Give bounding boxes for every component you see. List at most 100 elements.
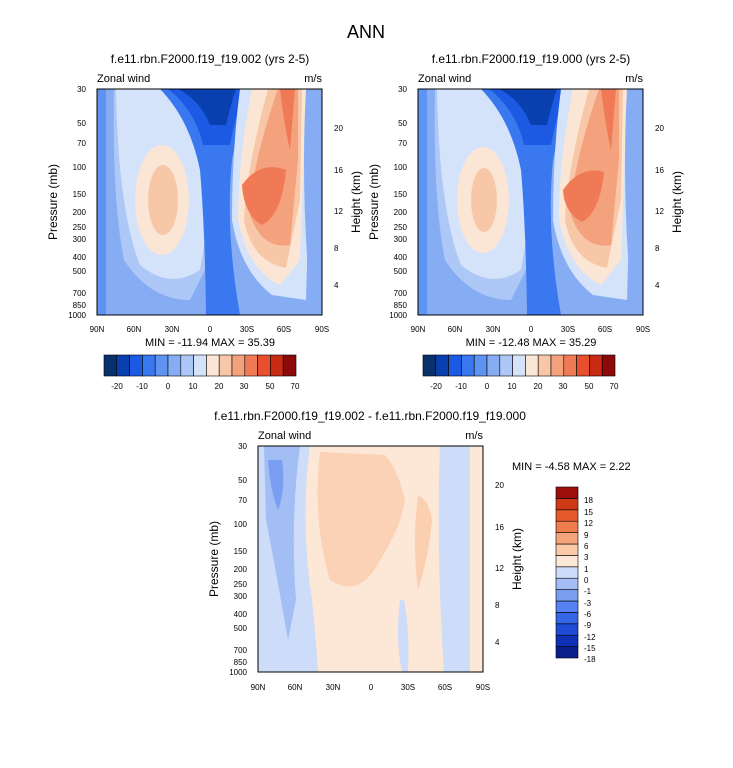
panel-2: f.e11.rbn.F2000.f19_f19.000 (yrs 2-5) Zo…	[367, 52, 684, 391]
y-tick-label: 1000	[229, 668, 247, 677]
y-tick-label: 100	[73, 163, 87, 172]
y-tick-label: 400	[234, 610, 248, 619]
panel-1-units: m/s	[304, 73, 322, 85]
x-tick-label: 60N	[127, 325, 142, 334]
y-tick-label: 200	[73, 208, 87, 217]
colorbar-swatch	[116, 354, 130, 377]
colorbar-swatch	[499, 354, 513, 377]
height-tick-label: 20	[655, 124, 664, 133]
colorbar-label: -9	[584, 621, 592, 630]
colorbar-swatch	[180, 354, 194, 377]
panel-2-left-label: Zonal wind	[418, 73, 471, 85]
x-tick-label: 90S	[315, 325, 329, 334]
x-tick-label: 60S	[598, 325, 612, 334]
colorbar-label: 30	[559, 382, 568, 391]
panel-1-frame	[96, 88, 323, 316]
panel-3-stats: MIN = -4.58 MAX = 2.22	[512, 461, 631, 473]
panel-3-y-right-ticks: 20 16 12 8 4	[495, 481, 504, 647]
colorbar-label: 0	[584, 576, 589, 585]
colorbar-label: -10	[136, 382, 148, 391]
colorbar-label: 0	[166, 382, 171, 391]
colorbar-label: 6	[584, 542, 589, 551]
colorbar-label: -18	[584, 655, 596, 664]
panel-3-title: f.e11.rbn.F2000.f19_f19.002 - f.e11.rbn.…	[214, 409, 526, 423]
colorbar-swatch	[435, 354, 449, 377]
colorbar-swatch	[555, 600, 579, 613]
colorbar-swatch	[555, 577, 579, 590]
y-tick-label: 300	[234, 592, 248, 601]
x-tick-label: 30N	[326, 683, 341, 692]
colorbar-label: -20	[430, 382, 442, 391]
colorbar-swatch	[218, 354, 233, 377]
colorbar-swatch	[142, 354, 156, 377]
panel-3-y-ticks: 30 50 70 100 150 200 250 300 400 500 700…	[229, 442, 247, 677]
colorbar-swatch	[282, 354, 297, 377]
panel-2-title: f.e11.rbn.F2000.f19_f19.000 (yrs 2-5)	[432, 52, 631, 66]
colorbar-swatch	[555, 555, 579, 568]
height-tick-label: 20	[334, 124, 343, 133]
colorbar-label: 30	[240, 382, 249, 391]
y-tick-label: 300	[73, 235, 87, 244]
colorbar-swatch	[555, 532, 579, 545]
x-tick-label: 30N	[486, 325, 501, 334]
y-tick-label: 700	[73, 289, 87, 298]
panel-3-colorbar-labels: 18 15 12 9 6 3 1 0 -1 -3 -6 -9 -12 -15 -…	[584, 496, 596, 664]
x-tick-label: 0	[208, 325, 213, 334]
colorbar-swatch	[555, 646, 579, 659]
colorbar-label: 10	[189, 382, 198, 391]
x-tick-label: 30N	[165, 325, 180, 334]
panel-2-ylabel-right: Height (km)	[670, 171, 684, 233]
height-tick-label: 16	[495, 523, 504, 532]
height-tick-label: 8	[495, 601, 500, 610]
x-tick-label: 60N	[288, 683, 303, 692]
y-tick-label: 70	[238, 496, 247, 505]
colorbar-swatch	[555, 589, 579, 602]
y-tick-label: 500	[394, 267, 408, 276]
colorbar-swatch	[486, 354, 501, 377]
colorbar-swatch	[206, 354, 220, 377]
panel-2-y-ticks: 30 50 70 100 150 200 250 300 400 500 700…	[389, 85, 407, 320]
panel-3-left-label: Zonal wind	[258, 430, 311, 442]
height-tick-label: 12	[334, 207, 343, 216]
y-tick-label: 400	[73, 253, 87, 262]
height-tick-label: 12	[655, 207, 664, 216]
colorbar-swatch	[525, 354, 539, 377]
y-tick-label: 250	[394, 223, 408, 232]
y-tick-label: 50	[77, 119, 86, 128]
colorbar-swatch	[129, 354, 143, 377]
panel-1-title: f.e11.rbn.F2000.f19_f19.002 (yrs 2-5)	[111, 52, 310, 66]
x-tick-label: 90N	[251, 683, 266, 692]
colorbar-swatch	[555, 634, 579, 647]
colorbar-swatch	[473, 354, 488, 377]
colorbar-label: 18	[584, 496, 593, 505]
x-tick-label: 90S	[636, 325, 650, 334]
height-tick-label: 8	[655, 244, 660, 253]
y-tick-label: 300	[394, 235, 408, 244]
colorbar-swatch	[244, 354, 258, 377]
colorbar-swatch	[231, 354, 246, 377]
colorbar-swatch	[550, 354, 565, 377]
colorbar-swatch	[555, 623, 579, 636]
x-tick-label: 60N	[448, 325, 463, 334]
colorbar-label: 1	[584, 565, 589, 574]
x-tick-label: 0	[529, 325, 534, 334]
y-tick-label: 1000	[389, 311, 407, 320]
colorbar-label: 3	[584, 553, 589, 562]
colorbar-label: -1	[584, 587, 592, 596]
y-tick-label: 150	[234, 547, 248, 556]
colorbar-label: 12	[584, 519, 593, 528]
colorbar-swatch	[555, 486, 579, 499]
colorbar-swatch	[555, 498, 579, 511]
x-tick-label: 30S	[401, 683, 415, 692]
panel-2-contours	[418, 89, 643, 315]
panel-3-units: m/s	[465, 430, 483, 442]
y-tick-label: 500	[73, 267, 87, 276]
panel-3: f.e11.rbn.F2000.f19_f19.002 - f.e11.rbn.…	[207, 409, 631, 692]
colorbar-label: -10	[455, 382, 467, 391]
colorbar-swatch	[257, 354, 271, 377]
colorbar-swatch	[555, 543, 579, 556]
y-tick-label: 500	[234, 624, 248, 633]
panel-1-contours	[97, 89, 322, 315]
y-tick-label: 850	[234, 658, 248, 667]
